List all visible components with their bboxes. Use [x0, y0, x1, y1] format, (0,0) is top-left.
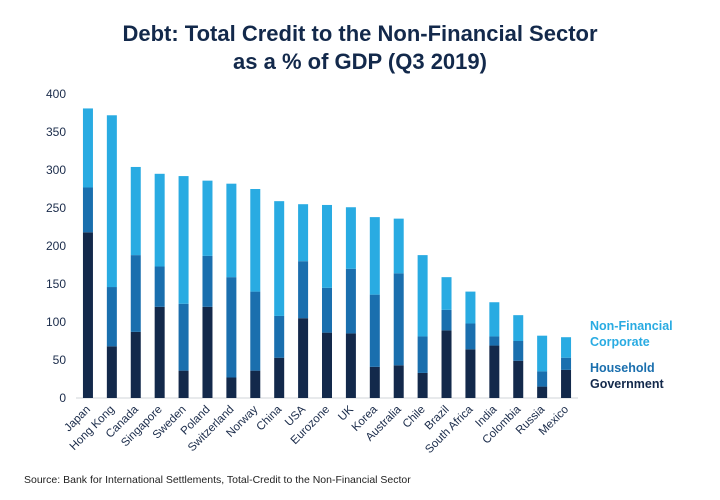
bar-household-switzerland: [226, 277, 237, 378]
bar-household-poland: [202, 255, 213, 307]
bar-non-financial-corporate-poland: [202, 180, 213, 256]
y-tick-label: 150: [46, 277, 66, 291]
bar-household-usa: [298, 261, 309, 319]
bar-non-financial-corporate-uk: [345, 207, 356, 269]
x-tick-label: Chile: [401, 404, 428, 431]
y-tick-label: 400: [46, 87, 66, 101]
bar-non-financial-corporate-india: [489, 302, 500, 337]
bar-household-korea: [369, 294, 380, 367]
bar-household-india: [489, 336, 500, 346]
bar-government-australia: [393, 365, 404, 398]
y-tick-label: 250: [46, 201, 66, 215]
bar-government-russia: [537, 386, 548, 398]
bar-household-russia: [537, 371, 548, 387]
bar-non-financial-corporate-chile: [417, 255, 428, 337]
bar-government-japan: [82, 232, 93, 398]
legend-government: Government: [590, 377, 664, 391]
bar-household-chile: [417, 336, 428, 373]
bar-household-mexico: [561, 357, 572, 370]
chart-title: Debt: Total Credit to the Non-Financial …: [0, 20, 720, 76]
bar-household-sweden: [178, 303, 189, 371]
chart-title-line-1: Debt: Total Credit to the Non-Financial …: [122, 21, 598, 46]
legend-non-financial-corporate: Non-Financial Corporate: [590, 319, 673, 349]
bar-non-financial-corporate-singapore: [154, 173, 165, 267]
bar-non-financial-corporate-norway: [250, 189, 261, 292]
bar-government-singapore: [154, 306, 165, 398]
y-tick-label: 300: [46, 163, 66, 177]
bar-non-financial-corporate-brazil: [441, 277, 452, 310]
bar-government-usa: [298, 318, 309, 398]
bar-household-brazil: [441, 309, 452, 331]
bar-government-india: [489, 345, 500, 398]
bar-government-chile: [417, 372, 428, 398]
bar-government-switzerland: [226, 377, 237, 398]
legend-household: Household: [590, 361, 655, 375]
y-tick-label: 0: [59, 391, 66, 405]
bar-government-norway: [250, 370, 261, 398]
bar-non-financial-corporate-sweden: [178, 176, 189, 304]
y-tick-label: 200: [46, 239, 66, 253]
bar-household-china: [274, 315, 285, 358]
x-tick-label: UK: [336, 403, 356, 423]
bar-government-uk: [345, 333, 356, 398]
bar-household-hong-kong: [106, 287, 117, 347]
bar-household-canada: [130, 255, 141, 332]
bar-non-financial-corporate-china: [274, 201, 285, 316]
bar-government-china: [274, 357, 285, 398]
bar-household-uk: [345, 268, 356, 334]
bar-household-eurozone: [322, 287, 332, 333]
bar-government-colombia: [513, 360, 524, 398]
bar-government-canada: [130, 331, 141, 398]
bar-non-financial-corporate-mexico: [561, 337, 572, 358]
source-note: Source: Bank for International Settlemen…: [24, 474, 411, 486]
chart-title-line-2: as a % of GDP (Q3 2019): [233, 49, 487, 74]
bar-household-australia: [393, 273, 404, 366]
bar-non-financial-corporate-south-africa: [465, 291, 476, 324]
bar-household-singapore: [154, 266, 165, 307]
bar-non-financial-corporate-korea: [369, 217, 380, 295]
bar-government-eurozone: [322, 332, 332, 398]
bar-household-south-africa: [465, 323, 476, 350]
bar-non-financial-corporate-switzerland: [226, 183, 237, 278]
bar-non-financial-corporate-usa: [298, 204, 309, 262]
bar-government-korea: [369, 366, 380, 398]
y-tick-label: 350: [46, 125, 66, 139]
bar-household-colombia: [513, 341, 524, 361]
x-tick-label: China: [255, 403, 285, 433]
bar-non-financial-corporate-canada: [130, 166, 141, 256]
bar-non-financial-corporate-hong-kong: [106, 115, 117, 288]
bar-non-financial-corporate-eurozone: [322, 204, 332, 288]
bar-non-financial-corporate-australia: [393, 218, 404, 274]
bar-household-japan: [82, 187, 93, 233]
bar-non-financial-corporate-colombia: [513, 315, 524, 341]
bar-household-norway: [250, 291, 261, 371]
bar-government-hong-kong: [106, 346, 117, 398]
bar-non-financial-corporate-russia: [537, 335, 548, 372]
bar-non-financial-corporate-japan: [82, 108, 93, 188]
y-tick-label: 50: [53, 353, 67, 367]
bar-government-south-africa: [465, 349, 476, 398]
bar-government-mexico: [561, 369, 572, 398]
y-tick-label: 100: [46, 315, 66, 329]
bar-government-sweden: [178, 370, 189, 398]
bar-government-poland: [202, 306, 213, 398]
bar-government-brazil: [441, 330, 452, 398]
